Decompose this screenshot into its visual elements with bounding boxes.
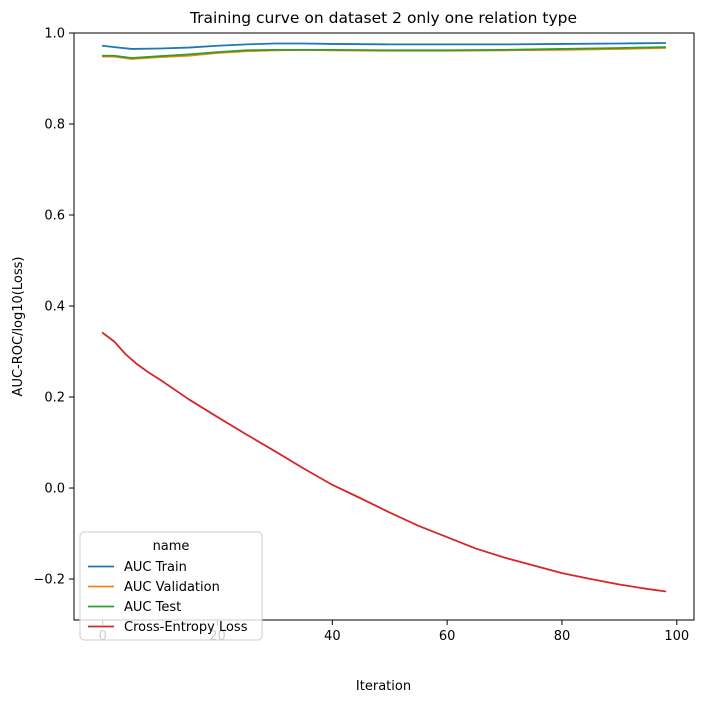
legend-title: name <box>153 539 190 554</box>
y-tick-label: 0.6 <box>44 209 65 224</box>
x-tick-label: 100 <box>664 629 689 644</box>
y-tick-label: 0.0 <box>44 482 65 497</box>
plot-frame <box>73 32 695 621</box>
series-line-auc-train <box>101 42 667 50</box>
y-tick-label: 1.0 <box>44 27 65 42</box>
series-layer <box>101 42 667 593</box>
x-tick-label: 40 <box>324 629 341 644</box>
legend-entry: AUC Test <box>124 600 181 615</box>
x-axis-label: Iteration <box>356 679 411 694</box>
legend-entry: Cross-Entropy Loss <box>124 620 248 635</box>
y-tick-label: −0.2 <box>33 573 65 588</box>
y-axis-ticks: −0.2 0.0 0.2 0.4 0.6 0.8 1.0 <box>33 27 74 588</box>
y-tick-label: 0.8 <box>44 118 65 133</box>
y-tick-label: 0.4 <box>44 300 65 315</box>
plot-area <box>73 32 695 621</box>
x-tick-label: 80 <box>554 629 571 644</box>
legend-items: AUC Train AUC Validation AUC Test Cross-Ent… <box>88 560 248 635</box>
legend-box <box>79 531 263 641</box>
y-tick-label: 0.2 <box>44 391 65 406</box>
y-axis-label: AUC-ROC/log10(Loss) <box>11 257 26 397</box>
series-line-cross-entropy-loss <box>101 331 667 593</box>
legend: name AUC Train AUC Validation AUC Test Cros… <box>79 531 263 641</box>
legend-entry: AUC Train <box>124 560 187 575</box>
legend-entry: AUC Validation <box>124 580 220 595</box>
x-tick-label: 60 <box>439 629 456 644</box>
chart-title: Training curve on dataset 2 only one rel… <box>189 9 577 27</box>
series-line-auc-test <box>101 46 667 59</box>
